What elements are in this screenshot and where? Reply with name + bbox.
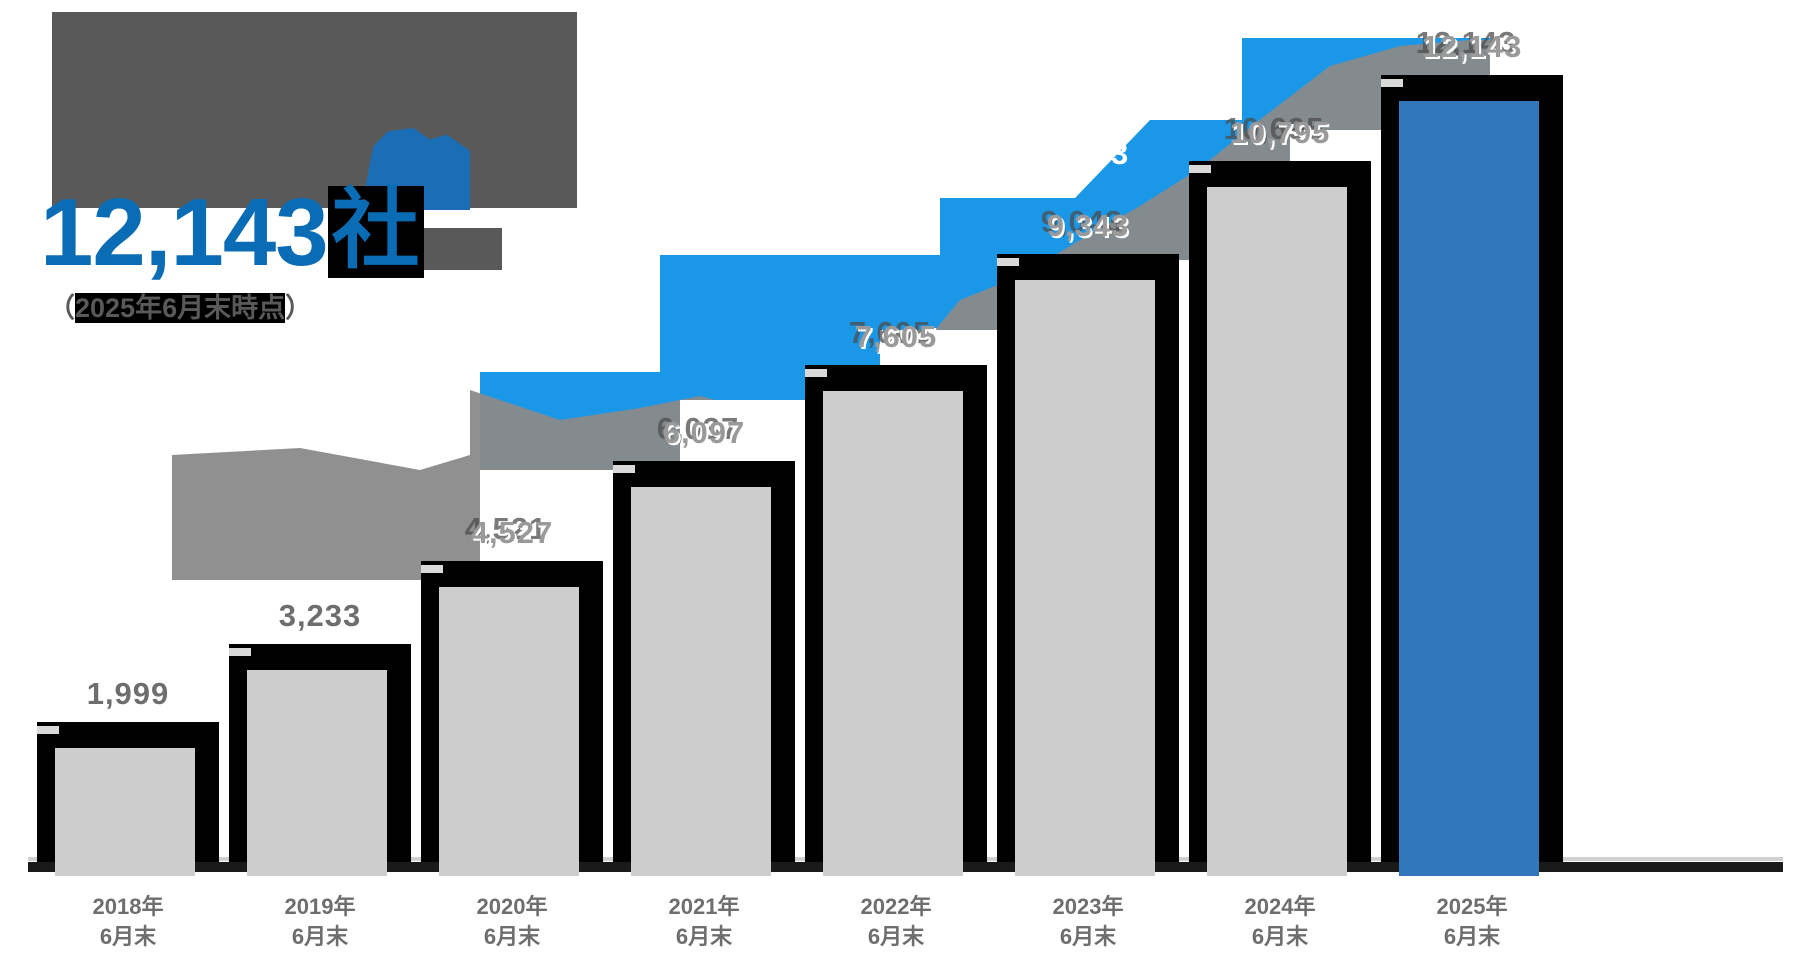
bar-top-cap (37, 726, 59, 734)
bar-top-cap (229, 648, 251, 656)
bar-group[interactable] (613, 461, 795, 876)
bar-value-label: 12,143 (1421, 29, 1523, 64)
bar-group[interactable] (1189, 161, 1371, 876)
bar-top-cap (613, 465, 635, 473)
bar-body[interactable] (1207, 187, 1347, 876)
bar-group[interactable] (805, 365, 987, 876)
bar-body[interactable] (631, 487, 771, 876)
bar-group[interactable] (1381, 75, 1563, 876)
bar-top-cap (997, 258, 1019, 266)
bar-body[interactable] (823, 391, 963, 876)
bar-value-label: 3,233 (278, 598, 362, 633)
bar-value-label: 7,605 (854, 319, 938, 354)
bar-body[interactable] (439, 587, 579, 876)
bar-body[interactable] (247, 670, 387, 876)
bar-value-label: 4,527 (470, 515, 554, 550)
bar-value-label: 6,097 (662, 415, 746, 450)
bar-body[interactable] (1015, 280, 1155, 876)
bar-value-label-overlay: 9,343 (1046, 136, 1130, 171)
bar-top-cap (421, 565, 443, 573)
bar-group[interactable] (37, 722, 219, 876)
x-axis-label: 2025年 6月末 (1436, 894, 1508, 949)
bar-group[interactable] (997, 254, 1179, 876)
bar-group[interactable] (229, 644, 411, 876)
bar-value-label: 1,999 (86, 676, 170, 711)
bar-top-cap (1381, 79, 1403, 87)
bar-value-label: 9,343 (1046, 208, 1130, 243)
bar-group[interactable] (421, 561, 603, 876)
bar-body[interactable] (1399, 101, 1539, 876)
bar-top-cap (805, 369, 827, 377)
bar-body[interactable] (55, 748, 195, 876)
